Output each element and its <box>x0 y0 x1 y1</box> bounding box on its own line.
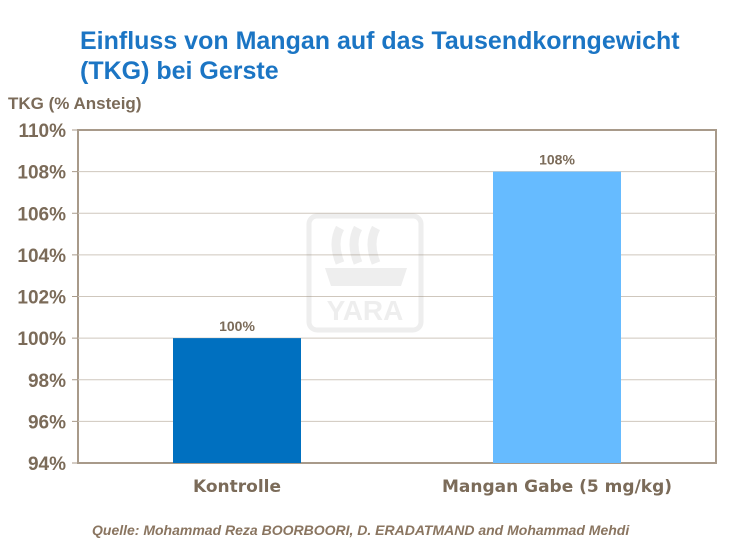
chart-title: Einfluss von Mangan auf das Tausendkorng… <box>80 27 680 85</box>
bar-2 <box>493 171 621 463</box>
y-tick-label: 96% <box>28 412 66 433</box>
y-tick-label: 106% <box>17 204 66 225</box>
data-label: 108% <box>539 152 575 168</box>
x-tick-label: Kontrolle <box>193 477 281 497</box>
data-label: 100% <box>219 318 255 334</box>
svg-text:YARA: YARA <box>327 295 404 326</box>
yara-logo-watermark: YARA <box>306 213 424 333</box>
x-tick-label: Mangan Gabe (5 mg/kg) <box>442 477 672 497</box>
y-tick-label: 102% <box>17 288 66 309</box>
y-tick-label: 94% <box>28 454 66 475</box>
y-tick-label: 100% <box>17 329 66 350</box>
y-axis-label: TKG (% Ansteig) <box>8 94 142 113</box>
y-tick-label: 104% <box>17 246 66 267</box>
source-note: Quelle: Mohammad Reza BOORBOORI, D. ERAD… <box>92 522 630 538</box>
bar-1 <box>173 338 301 463</box>
y-tick-label: 110% <box>18 121 66 142</box>
y-tick-label: 98% <box>28 371 66 392</box>
y-tick-label: 108% <box>17 163 66 184</box>
